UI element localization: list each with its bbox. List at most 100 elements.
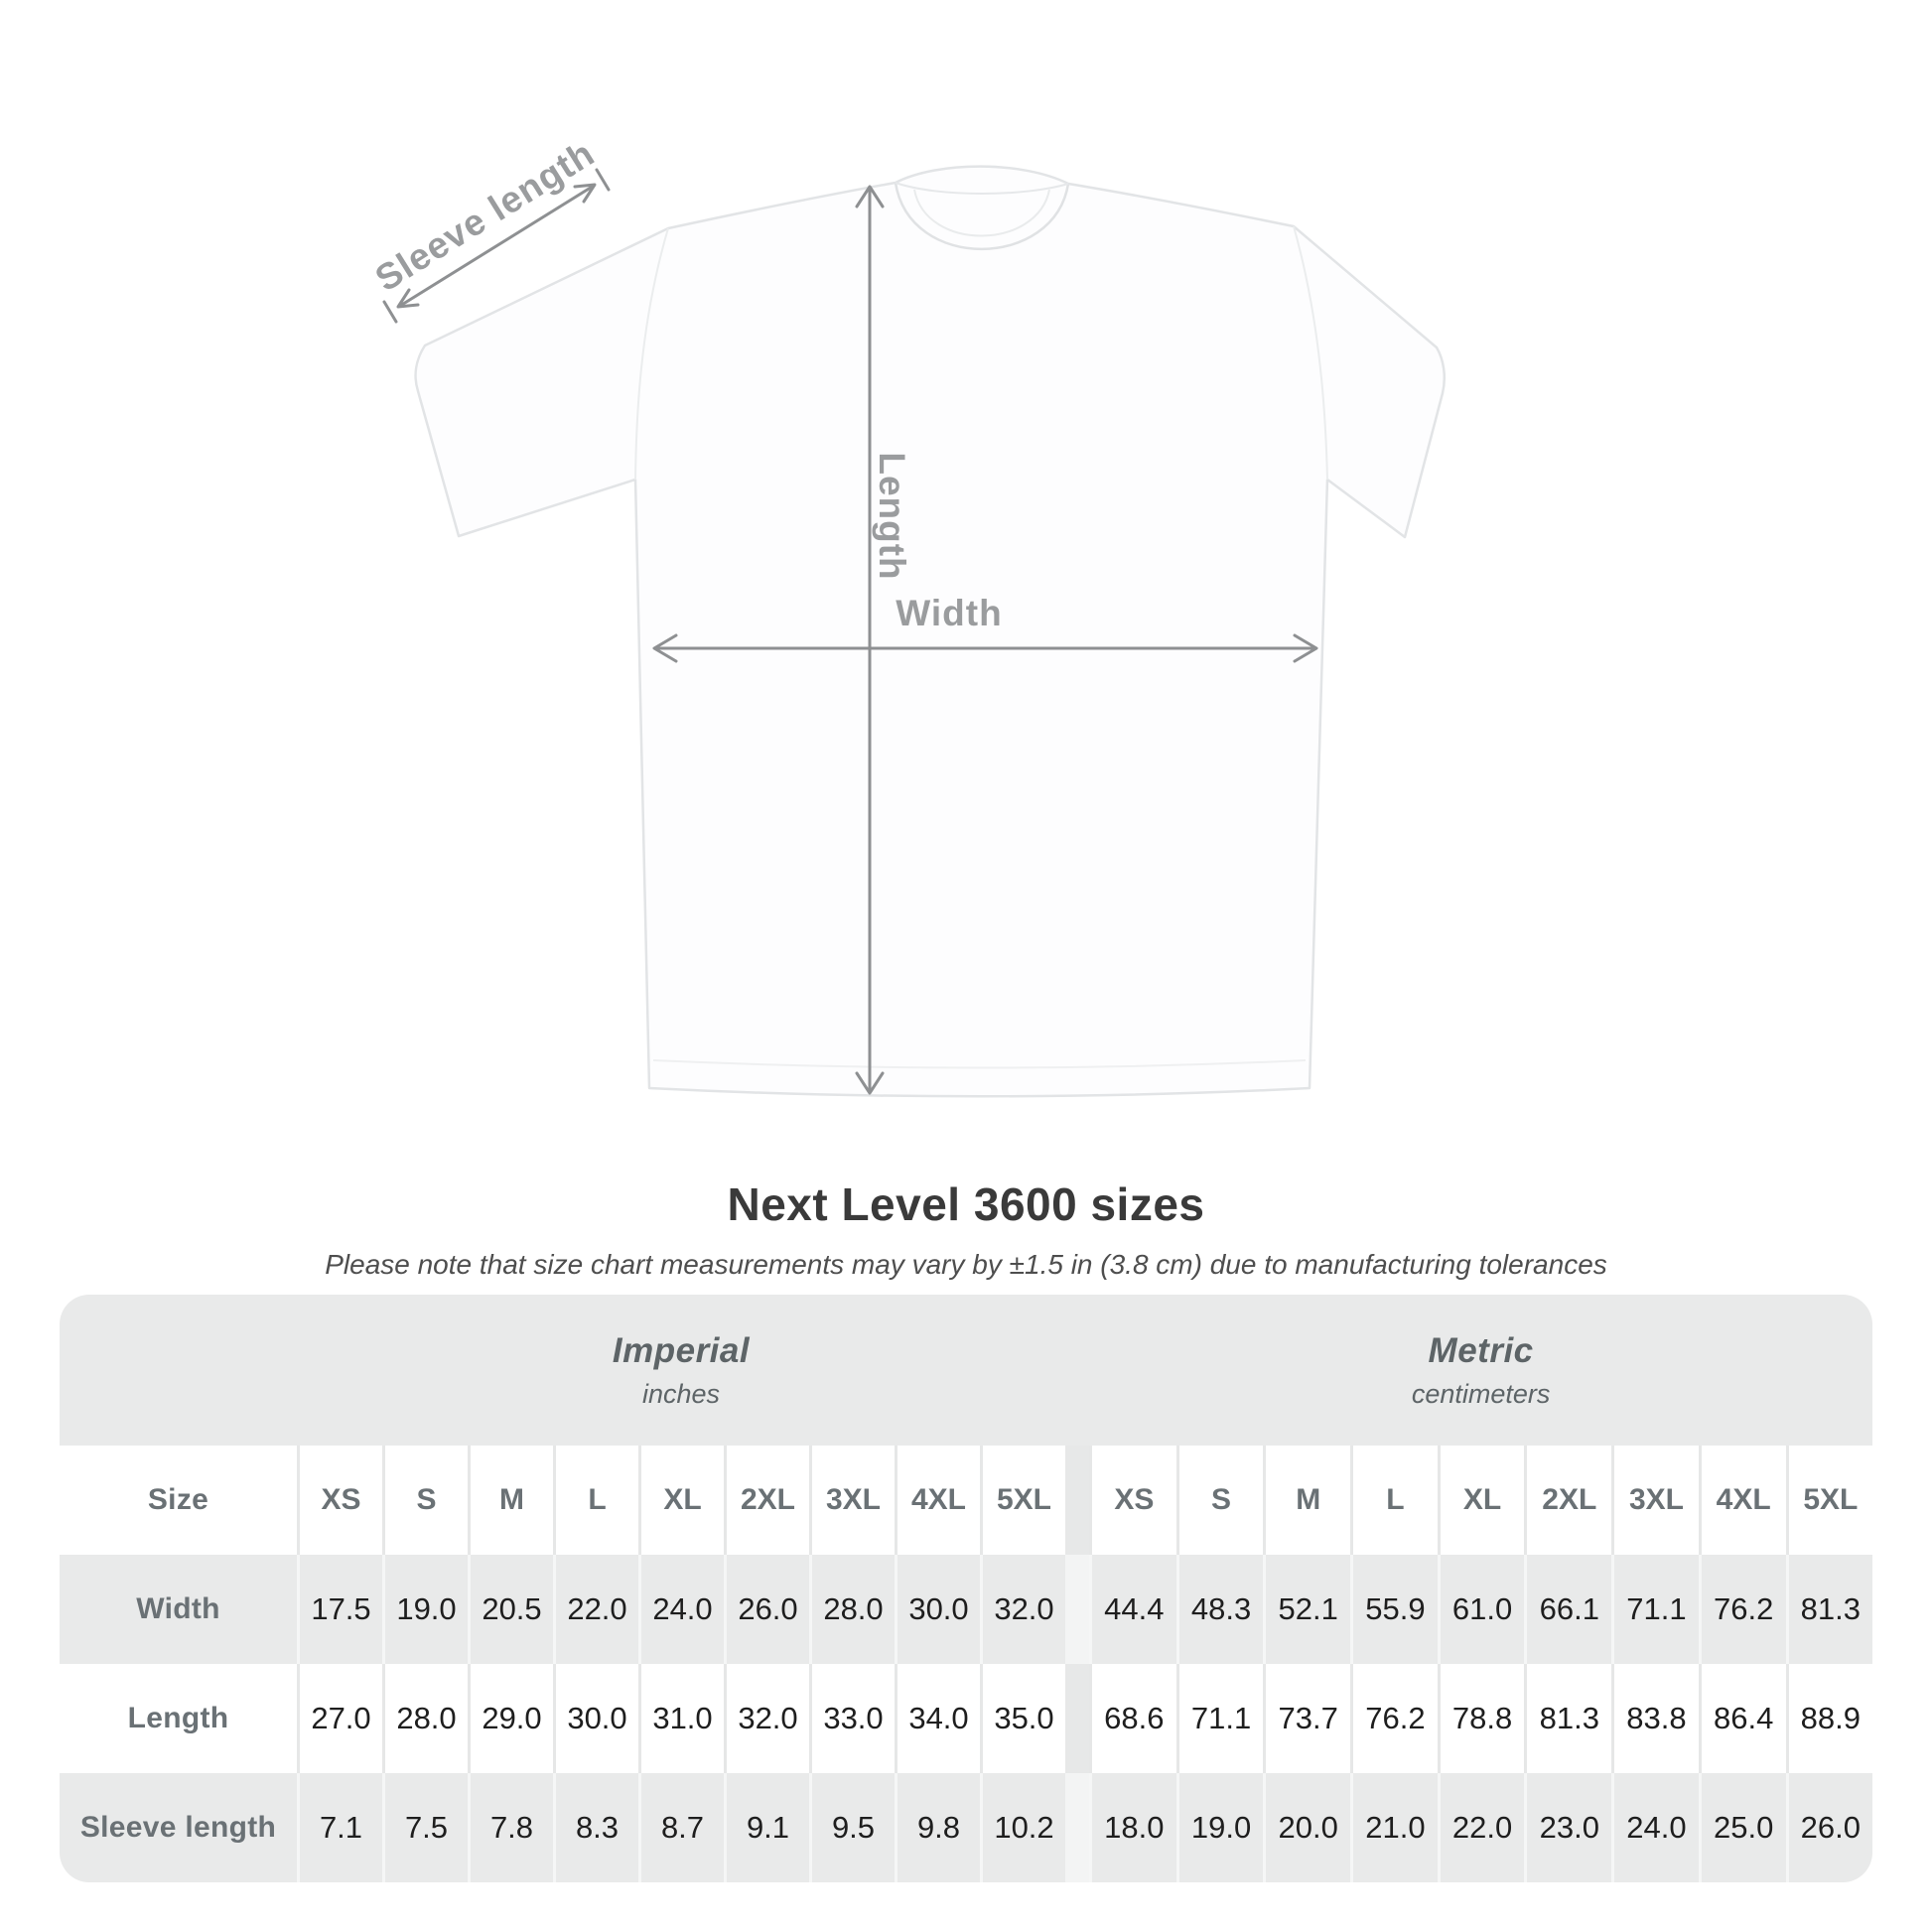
length-arrow xyxy=(855,185,885,1095)
cell-sleeve-length-imperial-2xl: 9.1 xyxy=(724,1773,809,1882)
cell-length-imperial-5xl: 35.0 xyxy=(980,1664,1065,1773)
cell-length-metric-m: 73.7 xyxy=(1263,1664,1350,1773)
cell-width-imperial-xs: 17.5 xyxy=(297,1555,382,1664)
cell-width-imperial-m: 20.5 xyxy=(468,1555,553,1664)
cell-length-metric-3xl: 83.8 xyxy=(1611,1664,1699,1773)
cell-sleeve-length-metric-s: 19.0 xyxy=(1175,1773,1264,1882)
section-divider xyxy=(1065,1295,1089,1446)
sleeve-length-arrow xyxy=(382,168,611,324)
cell-length-imperial-2xl: 32.0 xyxy=(724,1664,809,1773)
cell-size-imperial-s: S xyxy=(382,1446,468,1555)
cell-sleeve-length-imperial-5xl: 10.2 xyxy=(980,1773,1065,1882)
cell-length-metric-l: 76.2 xyxy=(1350,1664,1438,1773)
cell-width-imperial-5xl: 32.0 xyxy=(980,1555,1065,1664)
row-label-size: Size xyxy=(147,1483,209,1516)
cell-width-imperial-2xl: 26.0 xyxy=(724,1555,809,1664)
collar xyxy=(894,182,1070,250)
cell-size-metric-m: M xyxy=(1263,1446,1350,1555)
cell-length-imperial-4xl: 34.0 xyxy=(895,1664,980,1773)
cell-width-imperial-4xl: 30.0 xyxy=(895,1555,980,1664)
cell-width-metric-4xl: 76.2 xyxy=(1698,1555,1786,1664)
cell-width-metric-l: 55.9 xyxy=(1350,1555,1438,1664)
cell-width-metric-2xl: 66.1 xyxy=(1524,1555,1611,1664)
cell-size-imperial-3xl: 3XL xyxy=(809,1446,895,1555)
cell-sleeve-length-metric-m: 20.0 xyxy=(1263,1773,1350,1882)
cell-length-metric-xs: 68.6 xyxy=(1089,1664,1176,1773)
sleeve-length-label: Sleeve length xyxy=(368,132,602,299)
tolerance-note: Please note that size chart measurements… xyxy=(325,1249,1607,1280)
cell-size-metric-s: S xyxy=(1175,1446,1264,1555)
cell-size-metric-3xl: 3XL xyxy=(1611,1446,1699,1555)
table-row-length: Length 27.0 28.0 29.0 30.0 31.0 32.0 33.0 34.0 35… xyxy=(60,1664,1872,1773)
cell-length-metric-4xl: 86.4 xyxy=(1698,1664,1786,1773)
cell-length-imperial-3xl: 33.0 xyxy=(809,1664,895,1773)
cell-width-metric-5xl: 81.3 xyxy=(1785,1555,1873,1664)
cell-size-imperial-l: L xyxy=(553,1446,638,1555)
row-label-length: Length xyxy=(127,1702,229,1734)
cell-size-metric-4xl: 4XL xyxy=(1698,1446,1786,1555)
cell-size-metric-xs: XS xyxy=(1089,1446,1176,1555)
cell-sleeve-length-metric-3xl: 24.0 xyxy=(1611,1773,1699,1882)
cell-width-metric-xs: 44.4 xyxy=(1089,1555,1176,1664)
cell-size-metric-l: L xyxy=(1350,1446,1438,1555)
cell-width-metric-3xl: 71.1 xyxy=(1611,1555,1699,1664)
cell-size-metric-5xl: 5XL xyxy=(1785,1446,1873,1555)
cell-width-metric-xl: 61.0 xyxy=(1437,1555,1525,1664)
cell-length-metric-5xl: 88.9 xyxy=(1785,1664,1873,1773)
section-divider xyxy=(1065,1555,1089,1664)
cell-sleeve-length-metric-4xl: 25.0 xyxy=(1698,1773,1786,1882)
cell-width-metric-s: 48.3 xyxy=(1175,1555,1264,1664)
table-row-size: Size XS S M L XL 2XL 3XL 4XL 5XL XS S M L XL 2XL 3XL 4XL 5… xyxy=(60,1446,1872,1555)
tshirt-measurement-diagram: Sleeve length Length Width xyxy=(368,132,1446,1098)
row-label-sleeve-length: Sleeve length xyxy=(79,1811,277,1844)
cell-size-imperial-m: M xyxy=(468,1446,553,1555)
imperial-unit-label: inches xyxy=(641,1378,721,1409)
cell-size-imperial-2xl: 2XL xyxy=(724,1446,809,1555)
cell-size-imperial-4xl: 4XL xyxy=(895,1446,980,1555)
cell-length-imperial-m: 29.0 xyxy=(468,1664,553,1773)
metric-group-header: Metric centimeters xyxy=(1089,1295,1872,1446)
cell-width-metric-m: 52.1 xyxy=(1263,1555,1350,1664)
cell-size-imperial-5xl: 5XL xyxy=(980,1446,1065,1555)
cell-sleeve-length-imperial-4xl: 9.8 xyxy=(895,1773,980,1882)
length-label: Length xyxy=(872,452,912,580)
size-chart-table: Imperial inches Metric centimeters Size X… xyxy=(60,1295,1872,1882)
cell-length-imperial-s: 28.0 xyxy=(382,1664,468,1773)
cell-length-imperial-xl: 31.0 xyxy=(638,1664,724,1773)
section-divider xyxy=(1065,1446,1089,1555)
row-label-width: Width xyxy=(136,1592,220,1625)
tshirt-illustration xyxy=(414,165,1446,1098)
cell-size-imperial-xl: XL xyxy=(638,1446,724,1555)
cell-length-imperial-xs: 27.0 xyxy=(297,1664,382,1773)
cell-length-metric-xl: 78.8 xyxy=(1437,1664,1525,1773)
cell-size-metric-2xl: 2XL xyxy=(1524,1446,1611,1555)
dimension-lines xyxy=(382,168,1318,1095)
cell-sleeve-length-imperial-3xl: 9.5 xyxy=(809,1773,895,1882)
cell-sleeve-length-imperial-xl: 8.7 xyxy=(638,1773,724,1882)
cell-size-imperial-xs: XS xyxy=(297,1446,382,1555)
imperial-group-header: Imperial inches xyxy=(297,1295,1065,1446)
cell-sleeve-length-metric-xs: 18.0 xyxy=(1089,1773,1176,1882)
section-divider xyxy=(1065,1664,1089,1773)
cell-length-metric-s: 71.1 xyxy=(1175,1664,1264,1773)
cell-size-metric-xl: XL xyxy=(1437,1446,1525,1555)
cell-sleeve-length-imperial-xs: 7.1 xyxy=(297,1773,382,1882)
metric-label: Metric xyxy=(1428,1330,1534,1370)
cell-sleeve-length-metric-5xl: 26.0 xyxy=(1785,1773,1873,1882)
cell-length-imperial-l: 30.0 xyxy=(553,1664,638,1773)
unit-header-row: Imperial inches Metric centimeters xyxy=(60,1295,1872,1446)
imperial-label: Imperial xyxy=(612,1330,751,1370)
cell-width-imperial-3xl: 28.0 xyxy=(809,1555,895,1664)
cell-sleeve-length-imperial-m: 7.8 xyxy=(468,1773,553,1882)
width-label: Width xyxy=(896,593,1002,633)
cell-sleeve-length-metric-l: 21.0 xyxy=(1350,1773,1438,1882)
header-corner-spacer xyxy=(60,1295,297,1446)
table-row-sleeve-length: Sleeve length 7.1 7.5 7.8 8.3 8.7 9.1 9.5 9.8 10.… xyxy=(60,1773,1872,1882)
cell-length-metric-2xl: 81.3 xyxy=(1524,1664,1611,1773)
metric-unit-label: centimeters xyxy=(1411,1378,1551,1409)
cell-sleeve-length-metric-xl: 22.0 xyxy=(1437,1773,1525,1882)
table-row-width: Width 17.5 19.0 20.5 22.0 24.0 26.0 28.0 30.0 32.… xyxy=(60,1555,1872,1664)
cell-width-imperial-s: 19.0 xyxy=(382,1555,468,1664)
cell-width-imperial-l: 22.0 xyxy=(553,1555,638,1664)
